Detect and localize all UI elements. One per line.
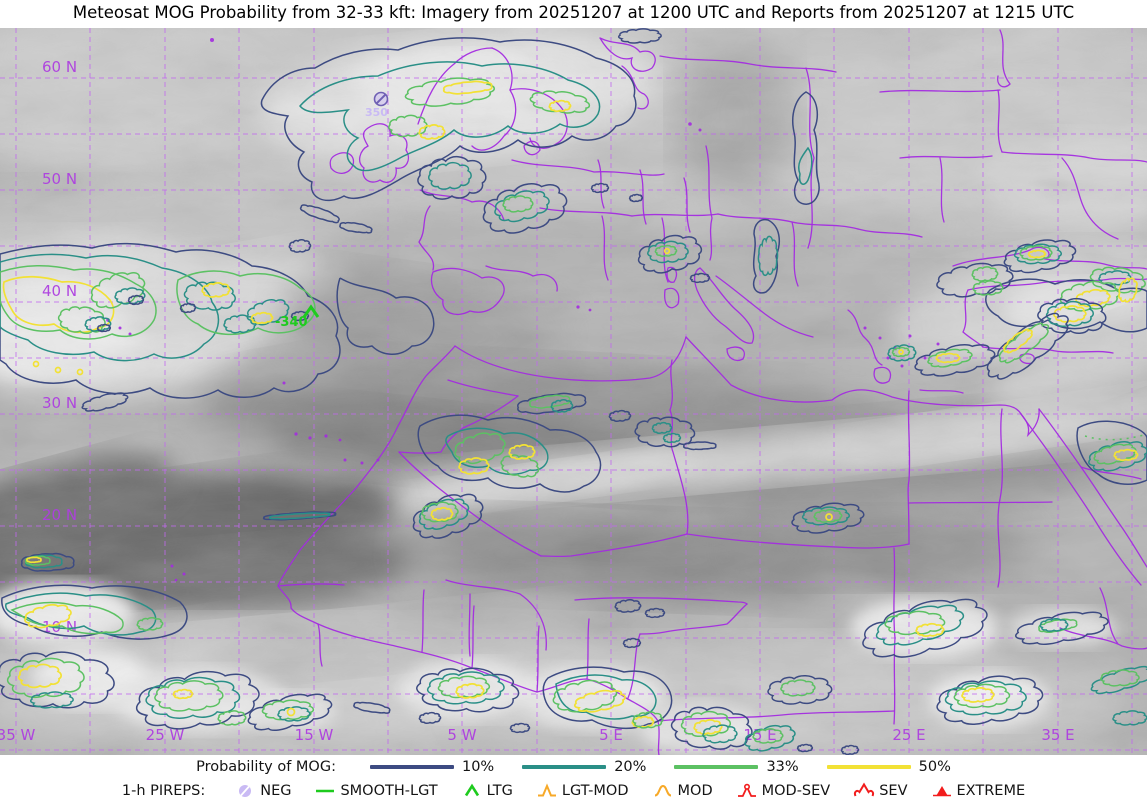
pirep-legend: 1-h PIREPS: NEG SMOOTH-LGT LTG LGT-MOD M… [0,781,1147,801]
legend-pirep-item: LGT-MOD [536,782,629,800]
legend-prob-item: 33% [674,759,799,775]
prob-line-swatch [522,765,607,769]
latlon-grid [0,28,1147,755]
probability-legend: Probability of MOG: 10% 20% 33% 50% [0,757,1147,777]
probability-contours [0,27,1147,755]
extreme-symbol-icon [931,782,953,800]
lat-label: 30 N [42,394,77,412]
prob-item-label: 50% [918,759,951,775]
pirep-item-label: MOD-SEV [761,783,831,799]
legend-prob-item: 20% [522,759,646,775]
neg-symbol-icon [234,782,256,800]
pirep-flight-level: -340 [275,315,308,330]
lgt-mod-symbol-icon [536,782,558,800]
product-title: Meteosat MOG Probability from 32-33 kft:… [72,3,1075,22]
legend-pirep-item: SMOOTH-LGT [314,782,438,800]
prob-item-label: 10% [461,759,495,775]
mod-sev-symbol-icon [736,782,758,800]
lat-label: 40 N [42,282,77,300]
lon-label: 5 W [447,726,476,744]
prob-line-swatch [826,765,911,769]
pirep-item-label: EXTREME [956,783,1026,799]
mod-symbol-icon [652,782,674,800]
satellite-imagery [0,0,1147,760]
pirep-ltg-marker: -340 [275,304,320,330]
pirep-markers: 350 -340 [275,91,388,330]
legend-prob-item: 10% [369,759,495,775]
lon-label: 25 E [892,726,925,744]
lon-label: 15 W [295,726,334,744]
legend-pirep-item: MOD [652,782,713,800]
legend-pirep-item: LTG [461,782,513,800]
legend-pirep-item: SEV [853,782,908,800]
pirep-item-label: LGT-MOD [561,783,629,799]
lon-label: 35 W [0,726,36,744]
lat-label: 50 N [42,170,77,188]
lat-label: 20 N [42,506,77,524]
sev-symbol-icon [853,782,875,800]
lon-label: 25 W [146,726,185,744]
prob-line-swatch [674,765,759,769]
pirep-flight-level: 350 [365,106,388,119]
smooth-lgt-symbol-icon [314,782,336,800]
pirep-item-label: SEV [879,783,908,799]
probability-legend-title: Probability of MOG: [196,759,336,775]
ltg-symbol-icon [461,782,483,800]
pirep-item-label: NEG [260,783,292,799]
prob-item-label: 20% [614,759,647,775]
lon-label: 35 E [1041,726,1074,744]
legend-prob-item: 50% [826,759,951,775]
prob-item-label: 33% [766,759,799,775]
pirep-item-label: MOD [677,783,713,799]
lat-label: 60 N [42,58,77,76]
legend-pirep-item: MOD-SEV [736,782,831,800]
pirep-neg-marker: 350 [365,91,388,119]
pirep-item-label: SMOOTH-LGT [340,783,438,799]
legend-pirep-item: EXTREME [931,782,1026,800]
prob-line-swatch [369,765,454,769]
pirep-legend-items: NEG SMOOTH-LGT LTG LGT-MOD MOD MOD-SEV S… [211,782,1025,800]
pirep-legend-title: 1-h PIREPS: [121,783,206,799]
lon-label: 5 E [599,726,623,744]
probability-legend-items: 10% 20% 33% 50% [342,759,951,775]
pirep-item-label: LTG [486,783,513,799]
legend-pirep-item: NEG [234,782,291,800]
